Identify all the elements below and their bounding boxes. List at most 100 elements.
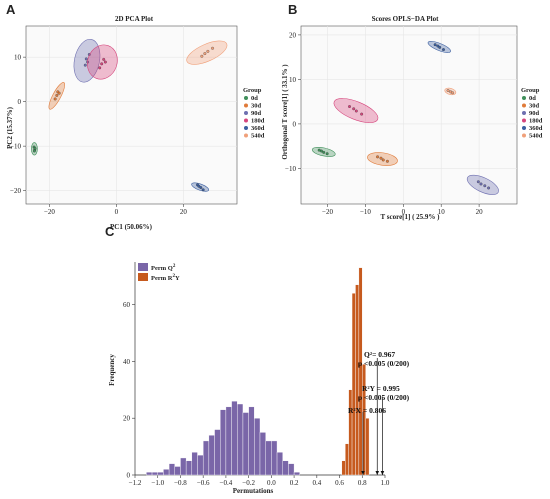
oplsda-plot-area xyxy=(300,25,518,205)
permutation-y-tick-label: 40 xyxy=(123,358,131,366)
pca-legend-swatch-0d xyxy=(244,96,248,100)
pca-x-tick-label: −20 xyxy=(44,208,55,216)
legend-label-perm-q2: Perm Q2 xyxy=(151,264,176,272)
oplsda-point-360d xyxy=(433,43,437,47)
oplsda-y-tick-label: 10 xyxy=(289,76,297,84)
pca-point-30d xyxy=(53,97,57,101)
perm-q2-bar xyxy=(237,403,244,476)
pca-point-540d xyxy=(211,46,215,50)
pca-point-90d xyxy=(83,63,87,67)
perm-q2-bar xyxy=(197,454,204,476)
oplsda-point-90d xyxy=(476,180,480,184)
oplsda-point-540d xyxy=(451,91,455,95)
oplsda-legend-label-360d: 360d xyxy=(529,125,543,132)
oplsda-legend-swatch-540d xyxy=(522,133,526,138)
permutation-x-tick-label: −0.6 xyxy=(197,479,210,487)
oplsda-legend-swatch-360d xyxy=(522,126,526,130)
perm-q2-bar xyxy=(248,406,255,476)
perm-q2-bar xyxy=(214,429,221,476)
annotation-q2-p: p <0.005 (0/200) xyxy=(358,359,410,368)
permutation-x-tick-label: 0.2 xyxy=(290,479,299,487)
pca-legend-label-0d: 0d xyxy=(251,95,258,102)
pca-x-label: PC1 (50.06%) xyxy=(110,223,153,231)
annotation-arrowhead-2 xyxy=(361,471,365,475)
pca-ellipse-group-90d xyxy=(73,38,101,83)
pca-ellipse-group-540d xyxy=(186,40,228,65)
oplsda-legend-swatch-0d xyxy=(522,96,526,100)
oplsda-point-180d xyxy=(352,107,356,111)
oplsda-y-tick-label: 20 xyxy=(289,31,297,39)
annotation-r2y: R²Y = 0.995 xyxy=(362,384,400,393)
pca-point-180d xyxy=(98,66,102,70)
annotation-r2x: R²X = 0.806 xyxy=(348,406,386,415)
oplsda-point-180d xyxy=(348,105,351,108)
legend-label-perm-q2-sup: 2 xyxy=(173,264,176,269)
pca-ellipse-group-180d xyxy=(87,44,118,80)
perm-q2-bar xyxy=(208,435,215,476)
oplsda-x-tick-label: −20 xyxy=(322,208,333,216)
oplsda-grid xyxy=(301,26,517,204)
oplsda-point-90d xyxy=(479,182,483,186)
permutation-x-tick-label: 0.8 xyxy=(358,479,367,487)
perm-q2-bar xyxy=(185,460,193,476)
legend-label-perm-r2y-sup: 2 xyxy=(172,274,175,279)
pca-point-0d xyxy=(32,149,36,153)
pca-legend-label-90d: 90d xyxy=(251,110,262,117)
permutation-x-tick-label: −0.2 xyxy=(242,479,255,487)
pca-y-label: PC2 (15.37%) xyxy=(6,106,14,149)
pca-legend-label-360d: 360d xyxy=(251,125,265,132)
oplsda-ellipse-group-90d xyxy=(466,174,499,195)
pca-point-30d xyxy=(57,91,61,95)
legend-swatch-perm-q2 xyxy=(138,263,148,271)
pca-point-540d xyxy=(200,54,204,58)
perm-q2-bar xyxy=(157,471,164,476)
oplsda-x-tick-label: −10 xyxy=(360,208,371,216)
panel-letter-a: A xyxy=(6,2,16,17)
perm-q2-bar xyxy=(282,460,289,476)
pca-panel: 2D PCA Plot −20 0 20 −20 −10 0 10 PC1 (50.06%)… xyxy=(6,15,265,231)
legend-swatch-perm-r2y xyxy=(138,273,148,281)
perm-r2y-bar xyxy=(351,293,356,476)
oplsda-point-30d xyxy=(385,159,389,163)
perm-q2-bar xyxy=(202,440,210,476)
permutation-y-tick-label: 60 xyxy=(123,301,131,309)
permutation-x-tick-label: 0.0 xyxy=(267,479,276,487)
perm-q2-bar xyxy=(151,471,158,476)
permutation-x-tick-label: −0.8 xyxy=(174,479,187,487)
oplsda-y-tick-label: 0 xyxy=(293,120,297,128)
perm-q2-bar xyxy=(265,440,272,476)
pca-y-tick-label: 10 xyxy=(14,54,22,62)
pca-confidence-ellipse-540d xyxy=(186,40,228,65)
oplsda-marks xyxy=(311,40,499,195)
pca-point-540d xyxy=(206,49,210,53)
oplsda-confidence-ellipse-90d xyxy=(466,174,499,195)
oplsda-ticks: −20 −10 0 10 20 −10 0 10 20 xyxy=(285,31,483,216)
oplsda-panel: Scores OPLS−DA Plot −20 −10 0 10 20−1001020 … xyxy=(281,15,543,221)
perm-q2-bar xyxy=(231,400,238,476)
permutation-x-tick-label: −1.0 xyxy=(151,479,164,487)
pca-point-180d xyxy=(100,62,104,66)
perm-q2-bar xyxy=(288,463,295,476)
permutation-x-tick-label: 0.6 xyxy=(335,479,344,487)
oplsda-point-360d xyxy=(436,44,440,48)
pca-y-tick-label: 0 xyxy=(18,98,22,106)
permutation-y-tick-label: 0 xyxy=(127,472,131,480)
oplsda-point-180d xyxy=(354,109,358,113)
perm-q2-bar xyxy=(180,457,187,476)
pca-legend-swatch-30d xyxy=(244,103,248,108)
pca-point-90d xyxy=(84,57,88,61)
permutation-panel: −1.2 −1.0 −0.8 −0.6 −0.4 −0.2 0.0 0.2 0.4 0.6 0.8 1… xyxy=(108,262,410,495)
permutation-x-tick-label: −1.2 xyxy=(129,479,142,487)
pca-point-360d xyxy=(201,188,205,192)
pca-y-tick-label: −20 xyxy=(10,187,21,195)
oplsda-legend-label-180d: 180d xyxy=(529,118,543,125)
pca-point-360d xyxy=(197,184,201,188)
pca-x-tick-label: 20 xyxy=(180,208,188,216)
perm-r2y-bar xyxy=(355,284,360,476)
perm-r2y-bar xyxy=(365,418,370,476)
pca-confidence-ellipse-180d xyxy=(87,44,118,80)
